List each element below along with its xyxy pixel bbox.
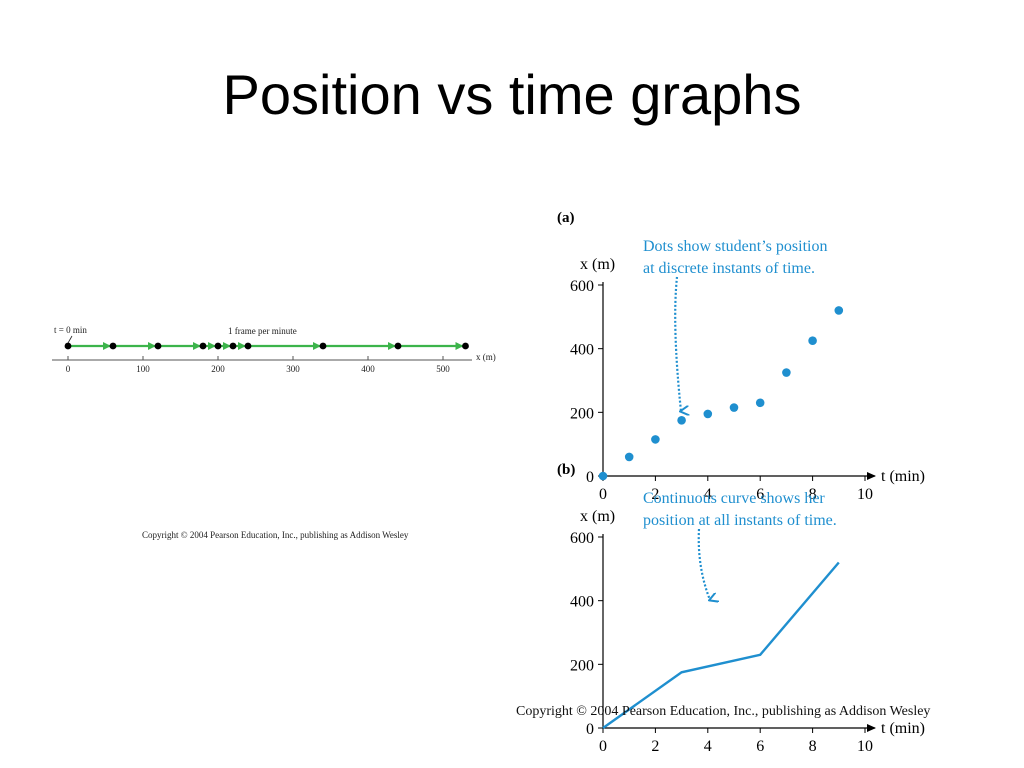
x-tick-label: 4 <box>704 486 712 503</box>
annotation-line-1: Continuous curve shows her <box>643 490 825 507</box>
axis-tick-label: 200 <box>211 364 225 374</box>
position-dot <box>229 342 237 350</box>
data-point <box>729 403 739 412</box>
y-tick-label: 200 <box>570 405 594 422</box>
y-axis-label: x (m) <box>580 508 615 525</box>
axis-tick-label: 100 <box>136 364 150 374</box>
x-axis-label: t (min) <box>881 720 925 737</box>
data-point <box>598 471 608 481</box>
annotation-line-2: position at all instants of time. <box>643 512 837 529</box>
position-dot <box>64 342 72 350</box>
y-tick-label: 400 <box>570 594 594 611</box>
frame-label: 1 frame per minute <box>228 326 297 336</box>
data-point <box>755 398 765 408</box>
x-tick-label: 4 <box>704 738 712 755</box>
position-dot <box>154 342 162 350</box>
axis-label: x (m) <box>476 352 496 362</box>
copyright-small: Copyright © 2004 Pearson Education, Inc.… <box>142 530 409 540</box>
x-tick-label: 0 <box>599 738 607 755</box>
y-tick-label: 400 <box>570 342 594 359</box>
x-tick-label: 6 <box>756 738 764 755</box>
annotation-pointer <box>674 276 681 411</box>
axis-tick-label: 300 <box>286 364 300 374</box>
data-point <box>651 435 660 444</box>
x-tick-label: 10 <box>857 738 873 755</box>
start-label-pointer <box>67 335 73 344</box>
x-tick-label: 8 <box>809 486 817 503</box>
position-dot <box>109 342 117 350</box>
axis-tick-label: 0 <box>66 364 71 374</box>
position-dot <box>394 342 402 350</box>
copyright-large: Copyright © 2004 Pearson Education, Inc.… <box>516 704 931 719</box>
motion-diagram: 0 100 200 300 400 500 x (m) t = 0 min 1 frame pe… <box>52 325 496 374</box>
slide-title: Position vs time graphs <box>222 63 802 126</box>
data-point <box>834 306 844 315</box>
axis-tick-label: 400 <box>361 364 375 374</box>
graph-a: (a) Dots show student’s position at discre… <box>557 210 925 503</box>
axis-tick-label: 500 <box>436 364 450 374</box>
x-tick-label: 10 <box>857 486 873 503</box>
y-tick-label: 0 <box>586 721 594 738</box>
data-point <box>782 368 791 377</box>
graph-b: (b) Continuous curve shows her position at… <box>557 462 925 755</box>
y-tick-label: 600 <box>570 530 594 547</box>
x-axis-label: t (min) <box>881 468 925 485</box>
position-dot <box>244 342 252 350</box>
x-tick-label: 2 <box>651 486 659 503</box>
y-tick-label: 200 <box>570 657 594 674</box>
y-tick-label: 600 <box>570 278 594 295</box>
position-dot <box>319 342 327 350</box>
data-point <box>677 415 686 425</box>
x-tick-label: 6 <box>756 486 764 503</box>
y-tick-label: 0 <box>586 469 594 486</box>
start-label: t = 0 min <box>54 325 87 335</box>
data-point <box>808 336 817 346</box>
x-tick-label: 8 <box>809 738 817 755</box>
position-dot <box>462 342 469 350</box>
x-tick-label: 2 <box>651 738 659 755</box>
data-point <box>624 452 634 462</box>
y-axis-label: x (m) <box>580 256 615 273</box>
annotation-line-1: Dots show student’s position <box>643 238 827 255</box>
position-dot <box>214 342 222 350</box>
annotation-pointer <box>697 528 710 600</box>
panel-label: (a) <box>557 210 575 226</box>
panel-label: (b) <box>557 462 575 478</box>
data-point <box>703 409 713 419</box>
data-line <box>602 561 840 729</box>
annotation-line-2: at discrete instants of time. <box>643 260 815 277</box>
position-dot <box>199 342 207 350</box>
x-tick-label: 0 <box>599 486 607 503</box>
